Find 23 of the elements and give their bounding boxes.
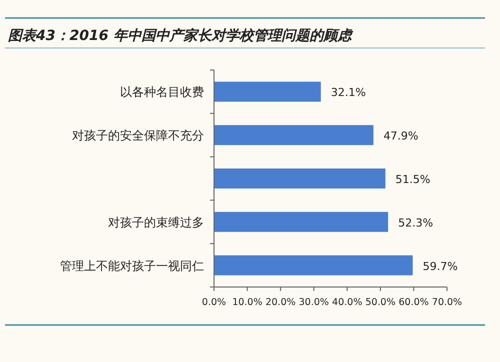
x-tick-label: 70.0% xyxy=(432,297,462,308)
data-label: 47.9% xyxy=(383,130,418,143)
data-label: 32.1% xyxy=(330,86,366,100)
x-tick-label: 60.0% xyxy=(398,297,429,308)
data-label: 59.7% xyxy=(422,260,458,273)
data-label: 52.3% xyxy=(398,216,434,230)
y-tick-label: 以各种名目收费 xyxy=(120,85,204,100)
bar xyxy=(214,125,374,146)
bar xyxy=(214,168,386,188)
bar xyxy=(214,212,388,232)
bar xyxy=(214,82,321,102)
y-tick-label: 管理上不能对孩子一视同仁 xyxy=(60,258,204,273)
y-tick-label: 对孩子的安全保障不充分 xyxy=(72,128,204,143)
data-label: 51.5% xyxy=(395,173,430,186)
x-tick-label: 20.0% xyxy=(265,297,296,308)
bar xyxy=(214,255,413,276)
x-tick-label: 10.0% xyxy=(232,297,262,308)
x-tick-label: 0.0% xyxy=(202,297,226,308)
x-tick-label: 50.0% xyxy=(365,297,396,308)
y-tick-label: 对孩子的束缚过多 xyxy=(108,215,204,230)
x-tick-label: 40.0% xyxy=(332,297,362,308)
chart-title: 图表43：2016 年中国中产家长对学校管理问题的顾虑 xyxy=(8,27,354,44)
x-tick-label: 30.0% xyxy=(298,297,329,308)
